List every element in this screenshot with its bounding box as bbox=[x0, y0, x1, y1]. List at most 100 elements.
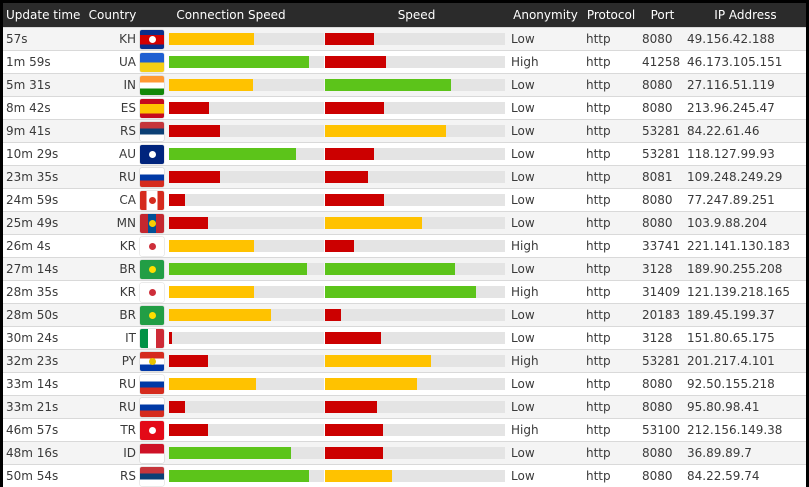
speed-cell bbox=[324, 464, 509, 487]
ip-address-cell[interactable]: 27.116.51.119 bbox=[685, 73, 806, 97]
flag-emblem bbox=[148, 219, 156, 227]
update-time-cell: 30m 24s bbox=[3, 326, 87, 350]
ru-flag-icon bbox=[140, 374, 165, 394]
table-row[interactable]: 24m 59s CA Low http 8080 77.247.89.251 bbox=[3, 188, 806, 212]
protocol-cell: http bbox=[582, 372, 640, 396]
speed-fill bbox=[325, 355, 432, 367]
table-row[interactable]: 33m 14s RU Low http 8080 92.50.155.218 bbox=[3, 372, 806, 396]
table-body: 57s KH Low http 8080 49.156.42.188 1m 59s UA Hig… bbox=[3, 27, 806, 487]
ip-address-cell[interactable]: 151.80.65.175 bbox=[685, 326, 806, 350]
column-header-update-time[interactable]: Update time bbox=[3, 3, 87, 28]
ip-address-cell[interactable]: 121.139.218.165 bbox=[685, 280, 806, 304]
ip-address-cell[interactable]: 118.127.99.93 bbox=[685, 142, 806, 166]
table-row[interactable]: 33m 21s RU Low http 8080 95.80.98.41 bbox=[3, 395, 806, 419]
table-row[interactable]: 27m 14s BR Low http 3128 189.90.255.208 bbox=[3, 257, 806, 281]
ua-flag-icon bbox=[140, 52, 165, 72]
speed-fill bbox=[325, 217, 423, 229]
connection-speed-cell bbox=[138, 257, 324, 281]
connection-speed-fill bbox=[169, 33, 255, 45]
mn-flag-icon bbox=[140, 213, 165, 233]
column-header-protocol[interactable]: Protocol bbox=[582, 3, 640, 28]
connection-speed-fill bbox=[169, 125, 221, 137]
table-row[interactable]: 9m 41s RS Low http 53281 84.22.61.46 bbox=[3, 119, 806, 143]
column-header-connection-speed[interactable]: Connection Speed bbox=[138, 3, 324, 28]
ip-address-cell[interactable]: 46.173.105.151 bbox=[685, 50, 806, 74]
br-flag-icon bbox=[140, 259, 165, 279]
connection-speed-cell bbox=[138, 165, 324, 189]
table-row[interactable]: 5m 31s IN Low http 8080 27.116.51.119 bbox=[3, 73, 806, 97]
column-header-port[interactable]: Port bbox=[640, 3, 685, 28]
ip-address-cell[interactable]: 189.45.199.37 bbox=[685, 303, 806, 327]
column-header-anonymity[interactable]: Anonymity bbox=[509, 3, 582, 28]
speed-fill bbox=[325, 148, 374, 160]
update-time-cell: 26m 4s bbox=[3, 234, 87, 258]
ip-address-cell[interactable]: 103.9.88.204 bbox=[685, 211, 806, 235]
column-header-ip-address[interactable]: IP Address bbox=[685, 3, 806, 28]
port-cell: 33741 bbox=[640, 234, 685, 258]
ip-address-cell[interactable]: 109.248.249.29 bbox=[685, 165, 806, 189]
table-row[interactable]: 57s KH Low http 8080 49.156.42.188 bbox=[3, 27, 806, 51]
connection-speed-bar bbox=[169, 332, 324, 344]
ip-address-cell[interactable]: 77.247.89.251 bbox=[685, 188, 806, 212]
column-header-country[interactable]: Country bbox=[87, 3, 138, 28]
tr-flag-icon bbox=[140, 420, 165, 440]
table-row[interactable]: 50m 54s RS Low http 8080 84.22.59.74 bbox=[3, 464, 806, 487]
speed-cell bbox=[324, 119, 509, 143]
update-time-cell: 25m 49s bbox=[3, 211, 87, 235]
ip-address-cell[interactable]: 212.156.149.38 bbox=[685, 418, 806, 442]
table-row[interactable]: 10m 29s AU Low http 53281 118.127.99.93 bbox=[3, 142, 806, 166]
update-time-cell: 9m 41s bbox=[3, 119, 87, 143]
port-cell: 3128 bbox=[640, 257, 685, 281]
speed-fill bbox=[325, 56, 387, 68]
ip-address-cell[interactable]: 189.90.255.208 bbox=[685, 257, 806, 281]
table-header-row: Update time Country Connection Speed Spe… bbox=[3, 3, 806, 28]
table-row[interactable]: 30m 24s IT Low http 3128 151.80.65.175 bbox=[3, 326, 806, 350]
flag-emblem bbox=[148, 426, 156, 434]
table-row[interactable]: 8m 42s ES Low http 8080 213.96.245.47 bbox=[3, 96, 806, 120]
table-row[interactable]: 28m 50s BR Low http 20183 189.45.199.37 bbox=[3, 303, 806, 327]
table-row[interactable]: 1m 59s UA High http 41258 46.173.105.151 bbox=[3, 50, 806, 74]
connection-speed-cell bbox=[138, 326, 324, 350]
flag-emblem bbox=[148, 196, 156, 204]
speed-bar bbox=[325, 401, 505, 413]
update-time-cell: 46m 57s bbox=[3, 418, 87, 442]
flag-emblem bbox=[148, 150, 156, 158]
table-row[interactable]: 28m 35s KR High http 31409 121.139.218.165 bbox=[3, 280, 806, 304]
table-row[interactable]: 46m 57s TR High http 53100 212.156.149.38 bbox=[3, 418, 806, 442]
speed-bar bbox=[325, 447, 505, 459]
speed-fill bbox=[325, 470, 392, 482]
table-row[interactable]: 32m 23s PY High http 53281 201.217.4.101 bbox=[3, 349, 806, 373]
port-cell: 8080 bbox=[640, 96, 685, 120]
connection-speed-fill bbox=[169, 470, 309, 482]
ip-address-cell[interactable]: 84.22.59.74 bbox=[685, 464, 806, 487]
table-row[interactable]: 26m 4s KR High http 33741 221.141.130.183 bbox=[3, 234, 806, 258]
kh-flag-icon bbox=[140, 29, 165, 49]
connection-speed-fill bbox=[169, 447, 292, 459]
column-header-speed[interactable]: Speed bbox=[324, 3, 509, 28]
table-row[interactable]: 25m 49s MN Low http 8080 103.9.88.204 bbox=[3, 211, 806, 235]
ip-address-cell[interactable]: 221.141.130.183 bbox=[685, 234, 806, 258]
ip-address-cell[interactable]: 201.217.4.101 bbox=[685, 349, 806, 373]
connection-speed-bar bbox=[169, 125, 324, 137]
ip-address-cell[interactable]: 36.89.89.7 bbox=[685, 441, 806, 465]
port-cell: 41258 bbox=[640, 50, 685, 74]
port-cell: 53281 bbox=[640, 142, 685, 166]
anonymity-cell: Low bbox=[509, 372, 582, 396]
connection-speed-cell bbox=[138, 464, 324, 487]
table-row[interactable]: 23m 35s RU Low http 8081 109.248.249.29 bbox=[3, 165, 806, 189]
port-cell: 8080 bbox=[640, 441, 685, 465]
table-row[interactable]: 48m 16s ID Low http 8080 36.89.89.7 bbox=[3, 441, 806, 465]
country-code-cell: KR bbox=[87, 280, 138, 304]
anonymity-cell: High bbox=[509, 349, 582, 373]
country-code-cell: PY bbox=[87, 349, 138, 373]
ip-address-cell[interactable]: 84.22.61.46 bbox=[685, 119, 806, 143]
id-flag-icon bbox=[140, 443, 165, 463]
protocol-cell: http bbox=[582, 303, 640, 327]
ip-address-cell[interactable]: 95.80.98.41 bbox=[685, 395, 806, 419]
flag-emblem bbox=[148, 265, 156, 273]
ip-address-cell[interactable]: 213.96.245.47 bbox=[685, 96, 806, 120]
ip-address-cell[interactable]: 49.156.42.188 bbox=[685, 27, 806, 51]
update-time-cell: 5m 31s bbox=[3, 73, 87, 97]
it-flag-icon bbox=[140, 328, 165, 348]
ip-address-cell[interactable]: 92.50.155.218 bbox=[685, 372, 806, 396]
